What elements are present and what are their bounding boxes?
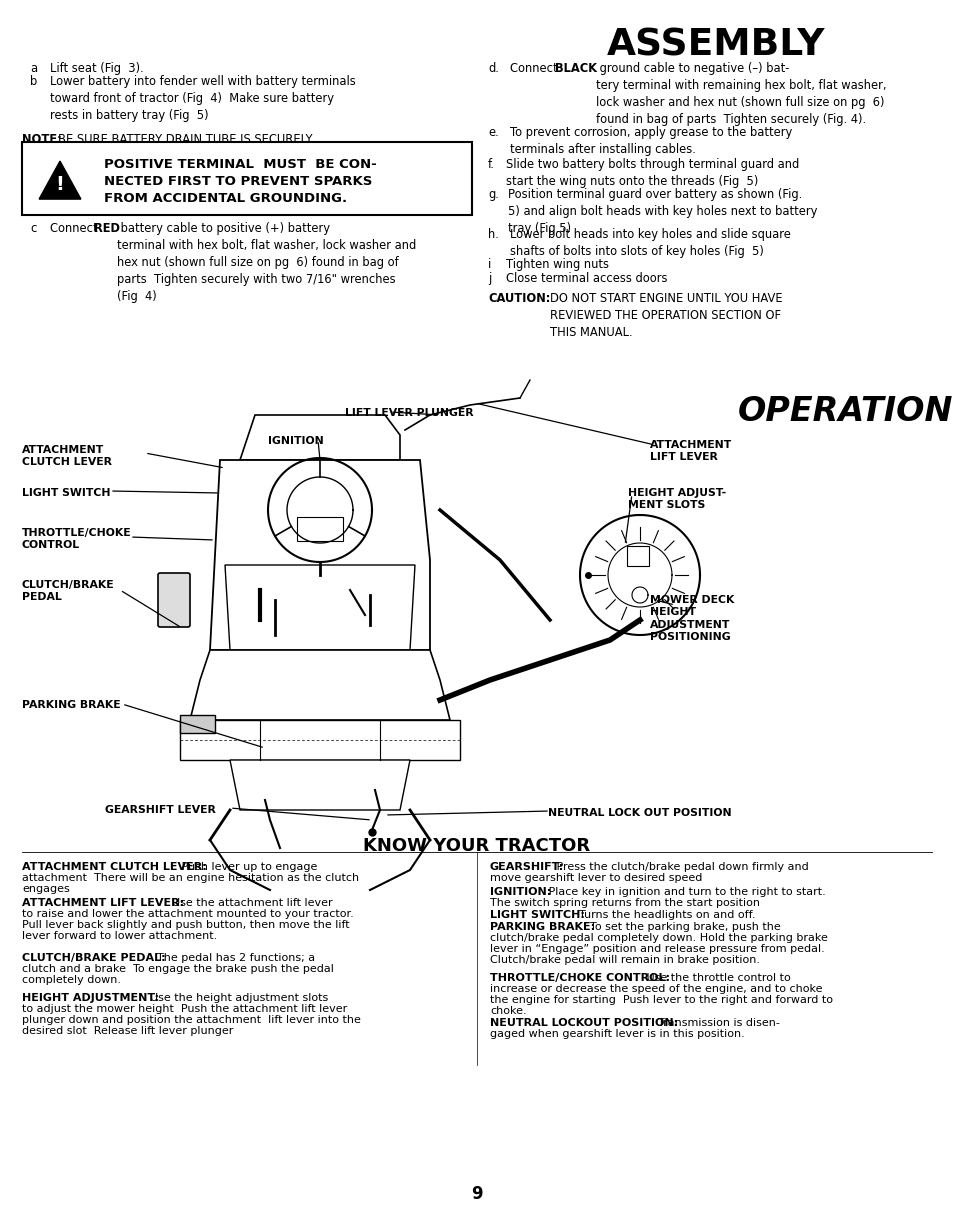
FancyBboxPatch shape [158, 573, 190, 627]
Text: Press the clutch/brake pedal down firmly and: Press the clutch/brake pedal down firmly… [553, 861, 808, 872]
Text: Use the throttle control to: Use the throttle control to [642, 973, 790, 983]
Text: Lower battery into fender well with battery terminals
toward front of tractor (F: Lower battery into fender well with batt… [50, 75, 355, 122]
Text: plunger down and position the attachment  lift lever into the: plunger down and position the attachment… [22, 1015, 360, 1025]
Text: c: c [30, 222, 36, 234]
Text: ATTACHMENT CLUTCH LEVER:: ATTACHMENT CLUTCH LEVER: [22, 861, 207, 872]
Text: Turns the headlights on and off.: Turns the headlights on and off. [572, 910, 755, 920]
FancyBboxPatch shape [22, 142, 472, 215]
Text: THROTTLE/CHOKE
CONTROL: THROTTLE/CHOKE CONTROL [22, 529, 132, 550]
Text: choke.: choke. [490, 1006, 526, 1016]
Text: PARKING BRAKE:: PARKING BRAKE: [490, 922, 595, 932]
Text: h.: h. [488, 228, 498, 241]
Text: Lift seat (Fig  3).: Lift seat (Fig 3). [50, 62, 144, 75]
Text: HEIGHT ADJUSTMENT:: HEIGHT ADJUSTMENT: [22, 993, 159, 1004]
Text: d.: d. [488, 62, 498, 75]
Text: Connect: Connect [510, 62, 560, 75]
Polygon shape [230, 761, 410, 810]
Text: Lower bolt heads into key holes and slide square
shafts of bolts into slots of k: Lower bolt heads into key holes and slid… [510, 228, 790, 258]
Text: move gearshift lever to desired speed: move gearshift lever to desired speed [490, 874, 701, 883]
Text: GEARSHIFT:: GEARSHIFT: [490, 861, 563, 872]
FancyBboxPatch shape [626, 546, 648, 566]
Text: Close terminal access doors: Close terminal access doors [505, 272, 667, 286]
Text: BE SURE BATTERY DRAIN TUBE IS SECURELY
ATTACHED TO BATTERY TRAY DRAIN (Fig  5): BE SURE BATTERY DRAIN TUBE IS SECURELY A… [58, 132, 313, 163]
Text: ATTACHMENT LIFT LEVER:: ATTACHMENT LIFT LEVER: [22, 898, 184, 908]
Text: Slide two battery bolts through terminal guard and
start the wing nuts onto the : Slide two battery bolts through terminal… [505, 158, 799, 188]
Text: GEARSHIFT LEVER: GEARSHIFT LEVER [105, 806, 215, 815]
Text: 9: 9 [471, 1185, 482, 1203]
Text: gaged when gearshift lever is in this position.: gaged when gearshift lever is in this po… [490, 1029, 744, 1039]
FancyBboxPatch shape [180, 714, 214, 733]
Text: ASSEMBLY: ASSEMBLY [606, 28, 824, 64]
Text: f.: f. [488, 158, 495, 171]
Text: CLUTCH/BRAKE PEDAL:: CLUTCH/BRAKE PEDAL: [22, 953, 166, 963]
Text: To set the parking brake, push the: To set the parking brake, push the [582, 922, 780, 932]
Text: Clutch/brake pedal will remain in brake position.: Clutch/brake pedal will remain in brake … [490, 955, 760, 965]
Text: to raise and lower the attachment mounted to your tractor.: to raise and lower the attachment mounte… [22, 909, 354, 919]
Text: lever forward to lower attachment.: lever forward to lower attachment. [22, 931, 217, 940]
Text: increase or decrease the speed of the engine, and to choke: increase or decrease the speed of the en… [490, 984, 821, 994]
Text: LIGHT SWITCH:: LIGHT SWITCH: [490, 910, 584, 920]
Text: ATTACHMENT
LIFT LEVER: ATTACHMENT LIFT LEVER [649, 440, 732, 463]
Text: MOWER DECK
HEIGHT
ADJUSTMENT
POSITIONING: MOWER DECK HEIGHT ADJUSTMENT POSITIONING [649, 595, 734, 643]
Text: THROTTLE/CHOKE CONTROL:: THROTTLE/CHOKE CONTROL: [490, 973, 669, 983]
Text: IGNITION: IGNITION [268, 436, 323, 446]
Text: the engine for starting  Push lever to the right and forward to: the engine for starting Push lever to th… [490, 995, 832, 1005]
Text: engages: engages [22, 885, 70, 894]
Text: Connect: Connect [50, 222, 101, 234]
Text: ground cable to negative (–) bat-
tery terminal with remaining hex bolt, flat wa: ground cable to negative (–) bat- tery t… [596, 62, 885, 126]
Text: g.: g. [488, 188, 498, 200]
Text: a: a [30, 62, 37, 75]
Text: OPERATION: OPERATION [737, 395, 952, 428]
Text: Use the height adjustment slots: Use the height adjustment slots [143, 993, 328, 1004]
Text: PARKING BRAKE: PARKING BRAKE [22, 700, 120, 710]
Polygon shape [190, 650, 450, 720]
Text: battery cable to positive (+) battery
terminal with hex bolt, flat washer, lock : battery cable to positive (+) battery te… [117, 222, 416, 303]
Text: clutch and a brake  To engage the brake push the pedal: clutch and a brake To engage the brake p… [22, 963, 334, 974]
Text: CAUTION:: CAUTION: [488, 292, 550, 305]
Text: clutch/brake pedal completely down. Hold the parking brake: clutch/brake pedal completely down. Hold… [490, 933, 827, 943]
Text: CLUTCH/BRAKE
PEDAL: CLUTCH/BRAKE PEDAL [22, 580, 114, 603]
Polygon shape [210, 460, 430, 650]
Text: The switch spring returns from the start position: The switch spring returns from the start… [490, 898, 760, 908]
FancyBboxPatch shape [296, 518, 343, 541]
Text: ATTACHMENT
CLUTCH LEVER: ATTACHMENT CLUTCH LEVER [22, 445, 112, 468]
Text: NOTE:: NOTE: [22, 132, 62, 146]
Text: To prevent corrosion, apply grease to the battery
terminals after installing cab: To prevent corrosion, apply grease to th… [510, 126, 791, 156]
Text: NEUTRAL LOCK OUT POSITION: NEUTRAL LOCK OUT POSITION [547, 808, 731, 818]
Polygon shape [225, 565, 415, 650]
Text: The pedal has 2 functions; a: The pedal has 2 functions; a [150, 953, 314, 963]
Text: Pull lever back slightly and push button, then move the lift: Pull lever back slightly and push button… [22, 920, 349, 929]
Text: b: b [30, 75, 37, 87]
Text: to adjust the mower height  Push the attachment lift lever: to adjust the mower height Push the atta… [22, 1004, 347, 1015]
Text: LIFT LEVER PLUNGER: LIFT LEVER PLUNGER [345, 408, 473, 418]
Text: completely down.: completely down. [22, 974, 121, 985]
Text: i: i [488, 258, 491, 271]
Text: j: j [488, 272, 491, 286]
Text: Push lever up to engage: Push lever up to engage [178, 861, 317, 872]
Text: IGNITION:: IGNITION: [490, 887, 551, 897]
Polygon shape [39, 162, 81, 199]
Text: Transmission is disen-: Transmission is disen- [650, 1018, 779, 1028]
Text: KNOW YOUR TRACTOR: KNOW YOUR TRACTOR [363, 837, 590, 855]
Text: attachment  There will be an engine hesitation as the clutch: attachment There will be an engine hesit… [22, 874, 358, 883]
Text: !: ! [55, 175, 65, 193]
Text: POSITIVE TERMINAL  MUST  BE CON-
NECTED FIRST TO PREVENT SPARKS
FROM ACCIDENTAL : POSITIVE TERMINAL MUST BE CON- NECTED FI… [104, 158, 376, 205]
Text: Place key in ignition and turn to the right to start.: Place key in ignition and turn to the ri… [544, 887, 825, 897]
Text: Use the attachment lift lever: Use the attachment lift lever [165, 898, 333, 908]
Text: HEIGHT ADJUST-
MENT SLOTS: HEIGHT ADJUST- MENT SLOTS [627, 488, 725, 510]
Text: BLACK: BLACK [555, 62, 597, 75]
Text: e.: e. [488, 126, 498, 139]
Text: NEUTRAL LOCKOUT POSITION:: NEUTRAL LOCKOUT POSITION: [490, 1018, 678, 1028]
Text: Position terminal guard over battery as shown (Fig.
5) and align bolt heads with: Position terminal guard over battery as … [507, 188, 817, 234]
Text: LIGHT SWITCH: LIGHT SWITCH [22, 488, 111, 498]
Text: desired slot  Release lift lever plunger: desired slot Release lift lever plunger [22, 1025, 233, 1036]
Polygon shape [180, 720, 459, 761]
Text: Tighten wing nuts: Tighten wing nuts [505, 258, 608, 271]
Text: DO NOT START ENGINE UNTIL YOU HAVE
REVIEWED THE OPERATION SECTION OF
THIS MANUAL: DO NOT START ENGINE UNTIL YOU HAVE REVIE… [550, 292, 781, 339]
Text: RED: RED [94, 222, 120, 234]
Polygon shape [240, 416, 399, 460]
Text: lever in “Engage” position and release pressure from pedal.: lever in “Engage” position and release p… [490, 944, 824, 954]
